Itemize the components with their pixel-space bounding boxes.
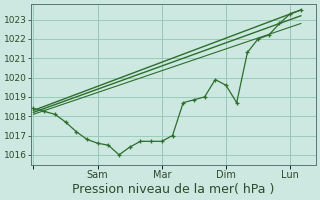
- X-axis label: Pression niveau de la mer( hPa ): Pression niveau de la mer( hPa ): [72, 183, 275, 196]
